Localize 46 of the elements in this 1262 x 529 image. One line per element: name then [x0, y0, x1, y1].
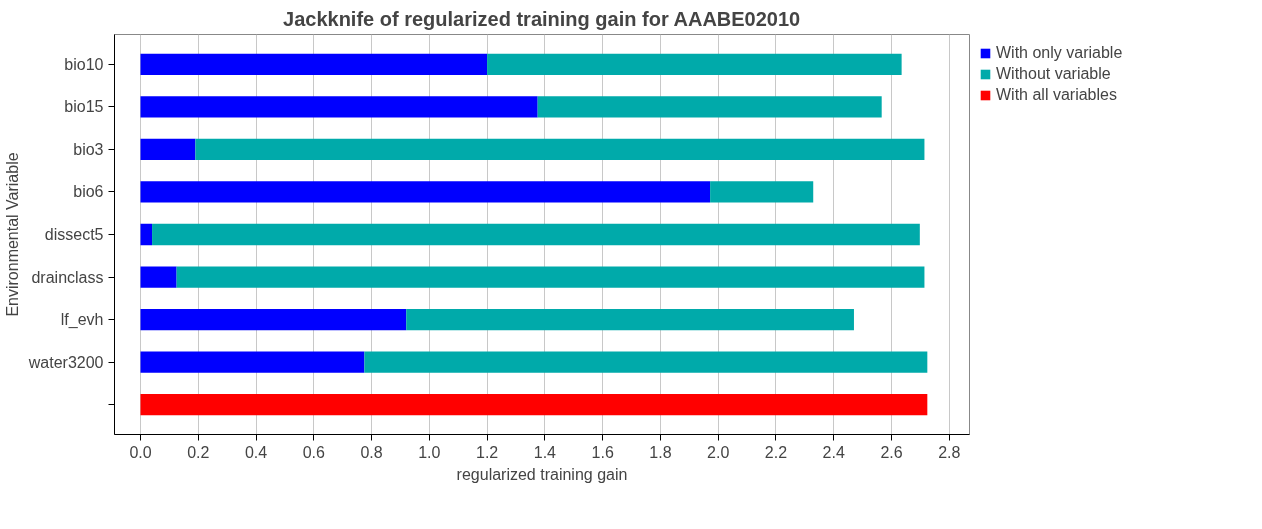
x-tick-label: 0.0	[129, 443, 152, 461]
x-tick-label: 0.4	[244, 443, 268, 461]
y-tick-label: bio3	[73, 140, 104, 158]
x-tick-label: 1.4	[533, 443, 557, 461]
x-tick-label: 0.8	[360, 443, 383, 461]
bar	[140, 181, 711, 203]
bar	[364, 351, 928, 373]
chart-title: Jackknife of regularized training gain for AAABE02010	[283, 7, 801, 30]
y-tick-label: bio6	[73, 183, 104, 201]
x-tick-label: 2.0	[707, 443, 730, 461]
legend-label: With only variable	[996, 44, 1123, 62]
y-tick-label: dissect5	[44, 226, 104, 243]
bar	[406, 308, 854, 331]
x-tick-label: 1.6	[591, 443, 614, 461]
y-tick-label: bio15	[64, 98, 104, 116]
x-tick-label: 0.6	[302, 443, 326, 461]
x-tick-label: 2.6	[880, 443, 903, 461]
x-tick-label: 2.2	[764, 443, 788, 461]
bar	[176, 266, 925, 288]
x-axis-title: regularized training gain	[456, 465, 628, 483]
bar	[140, 351, 365, 373]
bar	[710, 181, 814, 203]
bar	[140, 138, 196, 161]
bar	[195, 138, 925, 161]
x-tick-label: 1.8	[649, 443, 672, 461]
legend-label: Without variable	[996, 65, 1111, 83]
x-tick-label: 2.8	[938, 443, 961, 461]
bar	[140, 53, 488, 75]
x-tick-label: 0.2	[187, 443, 210, 461]
x-tick-label: 1.2	[476, 443, 499, 461]
bar	[152, 223, 920, 246]
y-tick-label: drainclass	[31, 268, 104, 286]
bar	[140, 96, 538, 118]
bar	[140, 394, 928, 416]
legend-label: With all variables	[996, 86, 1117, 104]
y-tick-label: lf_evh	[60, 311, 104, 330]
x-tick-label: 1.0	[418, 443, 441, 461]
bar	[487, 53, 902, 75]
y-tick-label: water3200	[27, 353, 104, 371]
bar	[140, 308, 407, 331]
y-tick-label: bio10	[64, 55, 104, 73]
y-axis-title: Environmental Variable	[3, 152, 21, 317]
bar	[140, 223, 153, 246]
bar	[537, 96, 882, 118]
x-tick-label: 2.4	[822, 443, 845, 461]
bar	[140, 266, 177, 288]
